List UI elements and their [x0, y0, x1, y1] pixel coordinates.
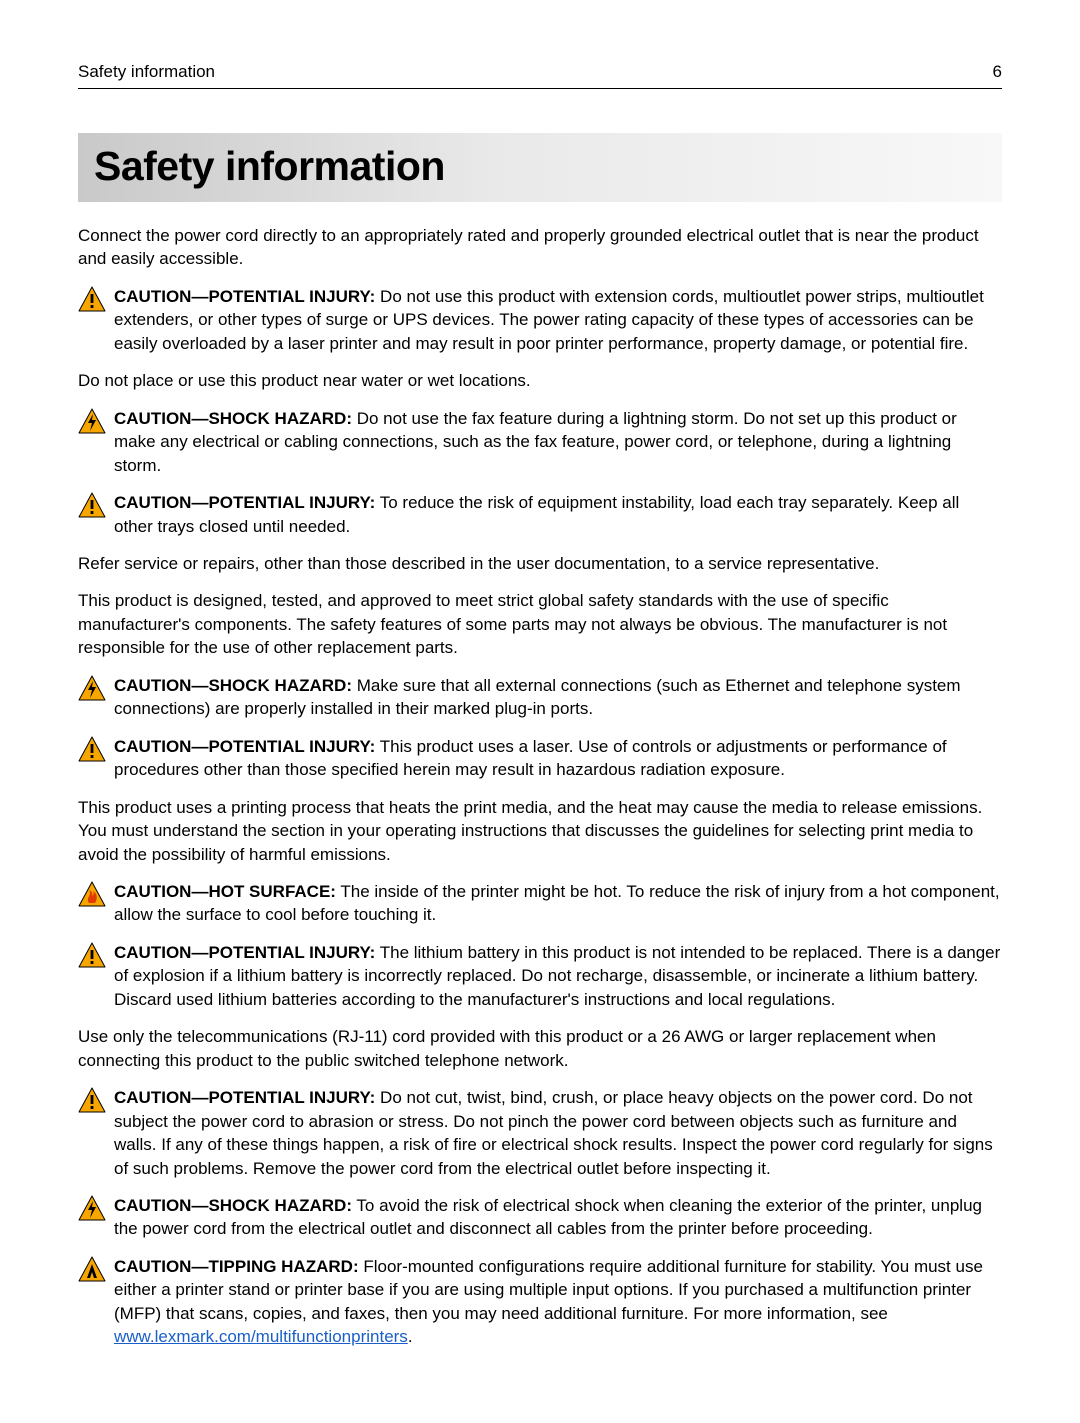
caution-text: CAUTION—TIPPING HAZARD: Floor-mounted co…	[114, 1255, 1002, 1349]
caution-label: CAUTION—POTENTIAL INJURY:	[114, 737, 375, 756]
caution-text: CAUTION—SHOCK HAZARD: Do not use the fax…	[114, 407, 1002, 477]
caution-block: CAUTION—POTENTIAL INJURY: Do not use thi…	[78, 285, 1002, 355]
body-paragraph: This product is designed, tested, and ap…	[78, 589, 1002, 659]
caution-label: CAUTION—SHOCK HAZARD:	[114, 409, 352, 428]
caution-label: CAUTION—POTENTIAL INJURY:	[114, 493, 375, 512]
content-body: Connect the power cord directly to an ap…	[78, 224, 1002, 1349]
shock-caution-icon	[78, 1195, 106, 1221]
caution-block: CAUTION—POTENTIAL INJURY: This product u…	[78, 735, 1002, 782]
caution-text: CAUTION—POTENTIAL INJURY: The lithium ba…	[114, 941, 1002, 1011]
page-number: 6	[993, 62, 1002, 82]
caution-text: CAUTION—HOT SURFACE: The inside of the p…	[114, 880, 1002, 927]
document-page: Safety information 6 Safety information …	[0, 0, 1080, 1423]
body-paragraph: Refer service or repairs, other than tho…	[78, 552, 1002, 575]
caution-text: CAUTION—POTENTIAL INJURY: Do not use thi…	[114, 285, 1002, 355]
shock-caution-icon	[78, 408, 106, 434]
caution-block: CAUTION—POTENTIAL INJURY: Do not cut, tw…	[78, 1086, 1002, 1180]
caution-block: CAUTION—SHOCK HAZARD: Make sure that all…	[78, 674, 1002, 721]
body-paragraph: Do not place or use this product near wa…	[78, 369, 1002, 392]
caution-body-after-link: .	[408, 1327, 413, 1346]
caution-block: CAUTION—HOT SURFACE: The inside of the p…	[78, 880, 1002, 927]
multifunction-printers-link[interactable]: www.lexmark.com/multifunctionprinters	[114, 1327, 408, 1346]
caution-block: CAUTION—SHOCK HAZARD: Do not use the fax…	[78, 407, 1002, 477]
tip-caution-icon	[78, 1256, 106, 1282]
caution-block: CAUTION—TIPPING HAZARD: Floor-mounted co…	[78, 1255, 1002, 1349]
page-header: Safety information 6	[78, 62, 1002, 89]
caution-block: CAUTION—SHOCK HAZARD: To avoid the risk …	[78, 1194, 1002, 1241]
caution-text: CAUTION—POTENTIAL INJURY: This product u…	[114, 735, 1002, 782]
injury-caution-icon	[78, 286, 106, 312]
title-bar: Safety information	[78, 133, 1002, 202]
injury-caution-icon	[78, 942, 106, 968]
caution-block: CAUTION—POTENTIAL INJURY: To reduce the …	[78, 491, 1002, 538]
caution-text: CAUTION—POTENTIAL INJURY: To reduce the …	[114, 491, 1002, 538]
caution-label: CAUTION—HOT SURFACE:	[114, 882, 336, 901]
body-paragraph: Use only the telecommunications (RJ-11) …	[78, 1025, 1002, 1072]
injury-caution-icon	[78, 492, 106, 518]
injury-caution-icon	[78, 1087, 106, 1113]
caution-label: CAUTION—POTENTIAL INJURY:	[114, 1088, 375, 1107]
caution-label: CAUTION—SHOCK HAZARD:	[114, 676, 352, 695]
caution-block: CAUTION—POTENTIAL INJURY: The lithium ba…	[78, 941, 1002, 1011]
page-title: Safety information	[94, 143, 986, 190]
running-title: Safety information	[78, 62, 215, 82]
body-paragraph: Connect the power cord directly to an ap…	[78, 224, 1002, 271]
caution-text: CAUTION—POTENTIAL INJURY: Do not cut, tw…	[114, 1086, 1002, 1180]
caution-label: CAUTION—POTENTIAL INJURY:	[114, 943, 375, 962]
hot-caution-icon	[78, 881, 106, 907]
caution-text: CAUTION—SHOCK HAZARD: To avoid the risk …	[114, 1194, 1002, 1241]
shock-caution-icon	[78, 675, 106, 701]
caution-label: CAUTION—TIPPING HAZARD:	[114, 1257, 359, 1276]
injury-caution-icon	[78, 736, 106, 762]
caution-text: CAUTION—SHOCK HAZARD: Make sure that all…	[114, 674, 1002, 721]
body-paragraph: This product uses a printing process tha…	[78, 796, 1002, 866]
caution-label: CAUTION—SHOCK HAZARD:	[114, 1196, 352, 1215]
caution-label: CAUTION—POTENTIAL INJURY:	[114, 287, 375, 306]
